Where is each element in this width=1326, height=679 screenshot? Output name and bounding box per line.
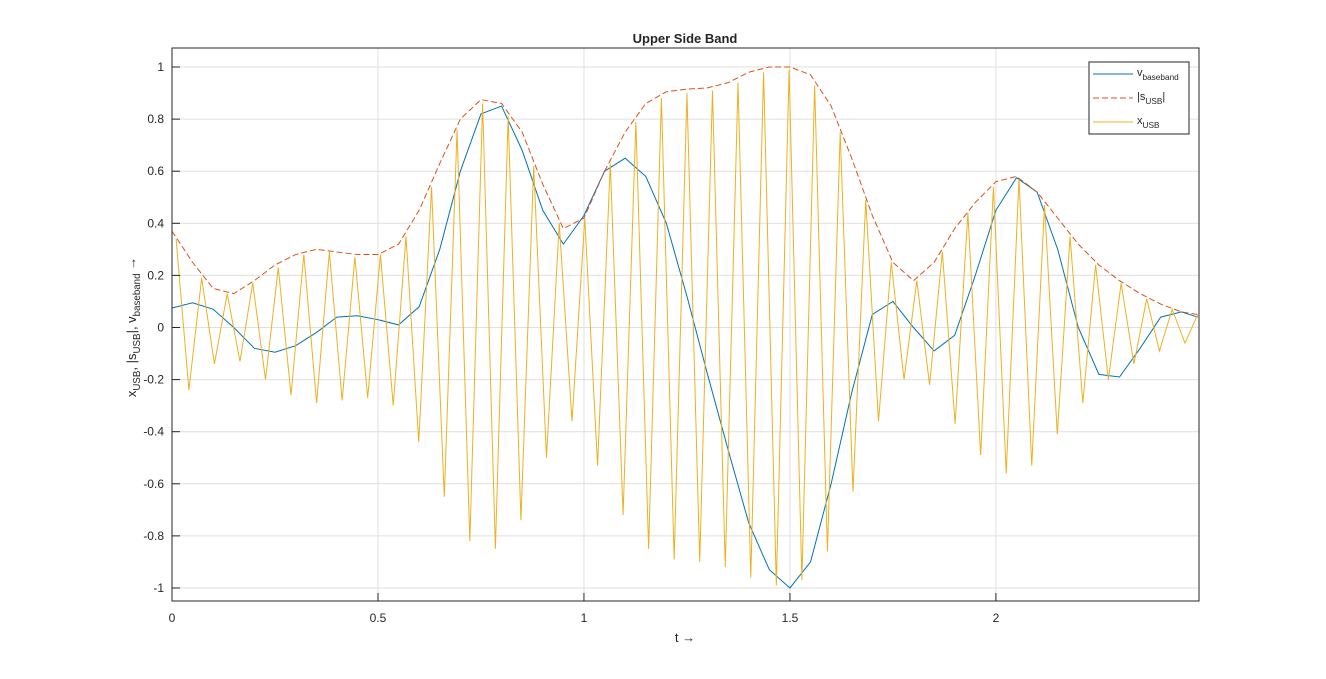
y-tick-label: 0 (157, 320, 164, 334)
y-tick-label: -0.4 (143, 425, 164, 439)
label-part: x (1137, 115, 1143, 127)
grid (171, 48, 1199, 601)
chart-title: Upper Side Band (633, 31, 738, 46)
ticks: 0 0.5 1 1.5 2 -1 -0.8 -0.6 -0.4 -0.2 0 0.2 0.4 0.6 0.8… (143, 60, 999, 625)
label-part: baseband (1143, 73, 1180, 82)
x-tick-label: 1 (581, 611, 588, 625)
label-part: → (124, 257, 139, 274)
y-tick-label: -0.6 (143, 477, 164, 491)
series-line (171, 105, 1198, 589)
y-tick-label: 0.8 (147, 112, 164, 126)
y-tick-label: 0.2 (147, 268, 164, 282)
label-part: USB (132, 371, 143, 391)
legend-label: vbaseband (1137, 67, 1179, 82)
label-part: | (1162, 91, 1165, 103)
y-tick-label: 0.4 (147, 216, 164, 230)
x-axis-label: t → (675, 630, 695, 645)
y-tick-label: -0.2 (143, 373, 164, 387)
legend: vbaseband|sUSB|xUSB (1088, 61, 1190, 135)
series-line (175, 69, 1199, 586)
y-tick-label: -1 (153, 581, 164, 595)
legend-label: |sUSB| (1137, 91, 1165, 106)
label-part: USB (1145, 97, 1162, 106)
x-tick-label: 1.5 (782, 611, 799, 625)
label-part: baseband (132, 273, 143, 316)
y-axis-label: xUSB, |sUSB|, vbaseband → (124, 257, 143, 397)
label-part: t → (675, 630, 695, 645)
label-part: v (1137, 67, 1143, 79)
label-part: |s (1137, 91, 1146, 103)
x-tick-label: 2 (993, 611, 1000, 625)
label-part: USB (132, 333, 143, 353)
label-part: |, v (124, 316, 139, 334)
label-part: , |s (124, 353, 139, 371)
lines (171, 66, 1199, 589)
x-tick-label: 0.5 (370, 611, 387, 625)
y-tick-label: -0.8 (143, 529, 164, 543)
label-part: USB (1143, 121, 1160, 130)
x-tick-label: 0 (169, 611, 176, 625)
y-tick-label: 0.6 (147, 164, 164, 178)
label-part: x (124, 390, 139, 397)
legend-label: xUSB (1137, 115, 1160, 130)
y-tick-label: 1 (157, 60, 164, 74)
axes-box (171, 47, 1200, 602)
